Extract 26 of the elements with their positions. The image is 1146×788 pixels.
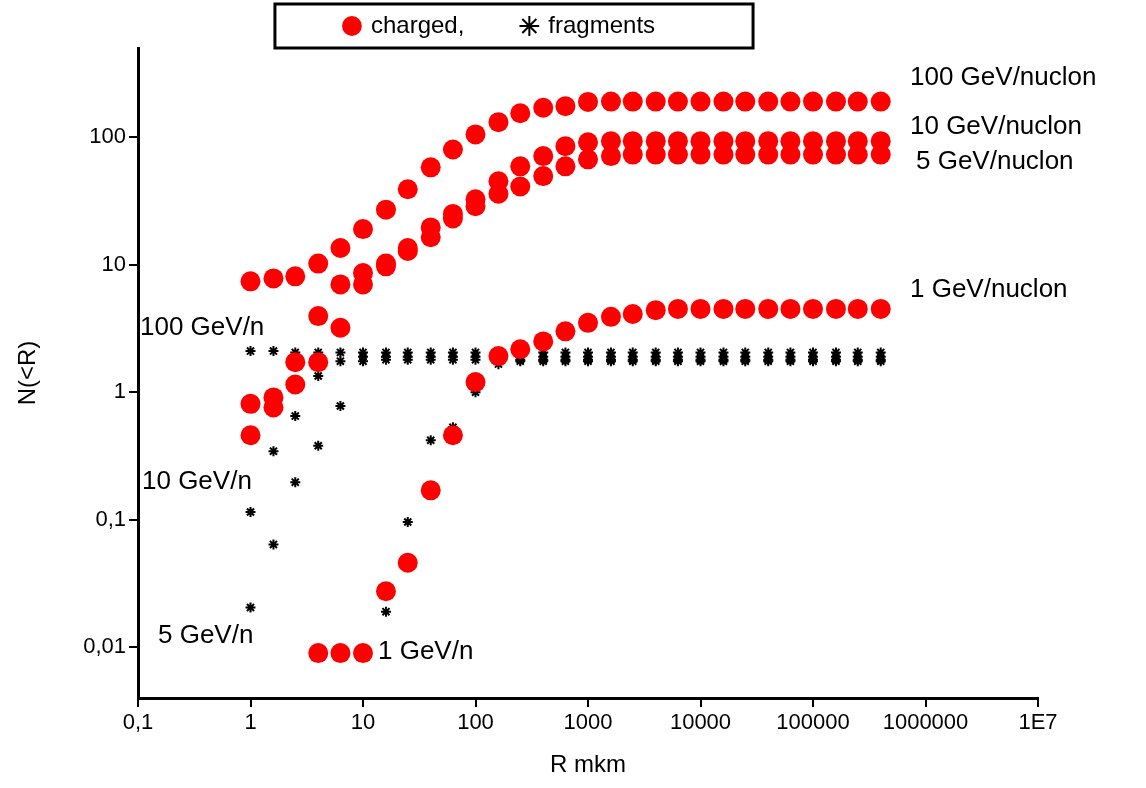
annotation: 5 GeV/nuclon xyxy=(916,145,1074,176)
y-axis-title: N(<R) xyxy=(13,340,41,406)
x-tick-label: 1 xyxy=(244,709,257,735)
x-tick-label: 10000 xyxy=(669,709,732,735)
y-tick-label: 100 xyxy=(89,123,126,149)
x-tick-label: 100 xyxy=(457,709,494,735)
annotation: 5 GeV/n xyxy=(158,619,254,650)
y-tick-label: 0,01 xyxy=(83,633,126,659)
annotation: 10 GeV/n xyxy=(142,465,252,496)
annotation: 1 GeV/n xyxy=(378,635,474,666)
annotation: 10 GeV/nuclon xyxy=(910,110,1083,141)
y-tick-label: 1 xyxy=(113,378,126,404)
x-tick-label: 100000 xyxy=(776,709,850,735)
x-tick-label: 1E7 xyxy=(1018,709,1058,735)
x-tick-label: 10 xyxy=(350,709,376,735)
annotation: 1 GeV/nuclon xyxy=(910,273,1068,304)
y-tick-label: 0,1 xyxy=(95,505,126,531)
x-tick-label: 0,1 xyxy=(122,709,154,735)
legend-label: charged, xyxy=(370,10,513,38)
y-tick-label: 10 xyxy=(101,250,126,276)
annotation: 100 GeV/n xyxy=(140,311,265,342)
x-tick-label: 1000 xyxy=(563,709,613,735)
annotation: 100 GeV/nuclon xyxy=(910,61,1097,92)
x-tick-label: 1000000 xyxy=(882,709,969,735)
x-axis-title: R mkm xyxy=(550,750,626,778)
legend-label: fragments xyxy=(548,10,704,38)
